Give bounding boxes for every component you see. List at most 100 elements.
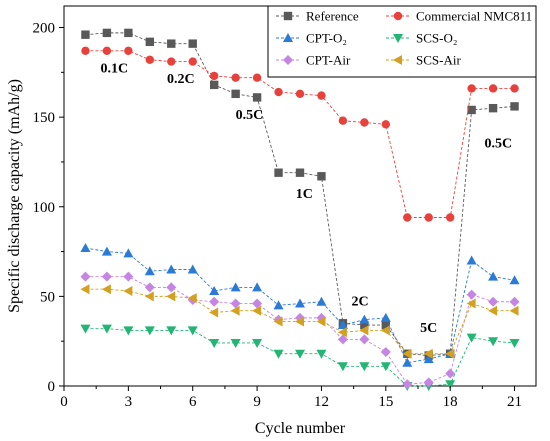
data-point: [252, 93, 262, 102]
data-point: [188, 39, 197, 48]
data-point: [488, 305, 498, 316]
data-point: [102, 28, 112, 38]
data-point: [423, 348, 433, 359]
data-point: [380, 362, 391, 372]
data-point: [509, 338, 520, 348]
data-point: [317, 172, 326, 181]
data-point: [488, 337, 499, 347]
data-point: [467, 84, 476, 93]
rate-label: 0.5C: [236, 108, 264, 123]
data-point: [188, 57, 197, 66]
data-point: [252, 298, 263, 309]
data-point: [80, 242, 91, 252]
data-point: [102, 46, 112, 56]
data-point: [359, 325, 369, 336]
data-point: [209, 296, 220, 307]
data-point: [144, 266, 155, 276]
legend-marker: [283, 11, 293, 21]
data-point: [360, 118, 369, 127]
data-point: [166, 326, 177, 336]
x-tick-label: 0: [60, 394, 68, 410]
data-point: [295, 316, 304, 327]
data-point: [80, 271, 91, 282]
y-tick-label: 50: [40, 289, 55, 305]
data-point: [381, 120, 391, 129]
data-point: [402, 357, 413, 367]
data-point: [167, 57, 176, 66]
data-point: [359, 314, 370, 324]
data-point: [209, 338, 220, 348]
data-point: [424, 213, 433, 222]
data-point: [144, 291, 154, 302]
data-point: [101, 246, 112, 256]
data-point: [380, 312, 391, 322]
data-point: [80, 324, 91, 334]
legend-label: Reference: [306, 9, 359, 24]
x-axis-title: Cycle number: [255, 420, 346, 437]
y-tick-label: 100: [33, 200, 56, 216]
data-point: [337, 327, 347, 338]
legend-label: Commercial NMC811: [416, 9, 532, 24]
data-point: [123, 326, 134, 336]
rate-label: 0.2C: [167, 72, 195, 87]
data-point: [467, 105, 476, 115]
data-point: [252, 73, 262, 82]
data-point: [145, 55, 155, 64]
data-point: [209, 286, 220, 295]
data-point: [273, 316, 283, 327]
data-point: [230, 282, 241, 292]
data-point: [316, 296, 327, 306]
data-point: [252, 282, 263, 292]
y-tick-label: 150: [33, 110, 56, 126]
data-point: [144, 326, 155, 336]
legend-label: CPT-O₂: [306, 31, 347, 46]
data-point: [445, 348, 455, 359]
data-point: [230, 298, 241, 309]
series-5: [80, 284, 519, 359]
data-point: [187, 293, 197, 304]
data-point: [510, 84, 519, 93]
y-axis: 0 50 100 150 200: [33, 21, 64, 395]
data-point: [423, 354, 434, 364]
data-point: [295, 168, 305, 177]
data-point: [273, 300, 284, 310]
data-point: [274, 87, 283, 97]
data-point: [123, 286, 133, 296]
data-point: [295, 298, 305, 308]
data-point: [124, 28, 133, 38]
data-point: [380, 325, 390, 336]
legend-label: SCS-Air: [416, 53, 461, 68]
x-axis: 0 3 6 9 12 15 18 21: [60, 386, 522, 410]
data-point: [80, 284, 90, 295]
data-point: [509, 305, 519, 316]
legend-marker: [393, 55, 402, 65]
rate-label: 1C: [296, 187, 313, 202]
x-tick-label: 6: [189, 394, 197, 410]
data-point: [230, 338, 241, 348]
series-3: [80, 324, 520, 391]
data-point: [337, 334, 348, 345]
data-point: [101, 284, 111, 295]
series-layer: [80, 28, 520, 391]
data-point: [510, 102, 519, 111]
data-point: [145, 37, 155, 47]
data-point: [230, 305, 240, 316]
data-point: [187, 326, 198, 336]
data-point: [337, 362, 348, 372]
data-point: [466, 298, 476, 309]
data-point: [466, 289, 477, 300]
legend-item: CPT-O₂: [276, 31, 347, 46]
data-point: [445, 380, 456, 390]
data-point: [338, 116, 348, 125]
legend-item: SCS-Air: [386, 53, 461, 68]
data-point: [144, 282, 155, 293]
data-point: [380, 346, 391, 357]
data-point: [403, 213, 412, 222]
data-point: [209, 71, 219, 81]
data-point: [166, 291, 176, 302]
data-point: [295, 89, 305, 99]
legend-item: CPT-Air: [276, 53, 351, 68]
data-point: [509, 296, 520, 307]
x-tick-label: 18: [443, 394, 458, 410]
